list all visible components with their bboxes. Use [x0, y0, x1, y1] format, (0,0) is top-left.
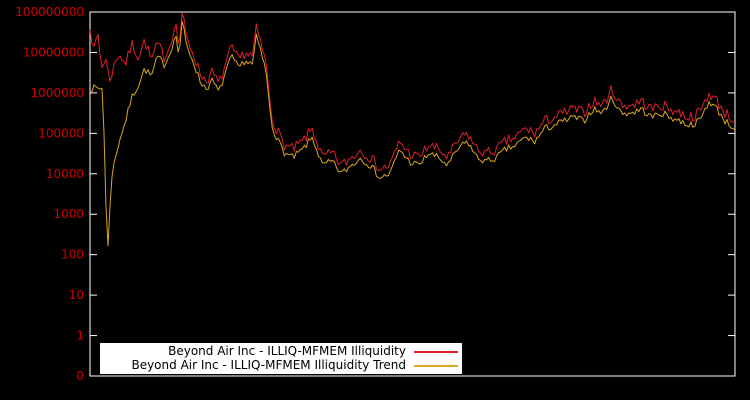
legend-label-illiquidity: Beyond Air Inc - ILLIQ-MFMEM Illiquidity — [168, 344, 406, 358]
y-tick-label: 10000 — [46, 167, 84, 181]
plot-border — [89, 11, 736, 377]
legend-entry-illiquidity-trend: Beyond Air Inc - ILLIQ-MFMEM Illiquidity… — [104, 359, 458, 372]
legend-line-sample-illiquidity — [414, 350, 458, 353]
illiquidity-trend-line — [89, 20, 736, 247]
y-tick-label: 100 — [61, 248, 84, 262]
legend-label-illiquidity-trend: Beyond Air Inc - ILLIQ-MFMEM Illiquidity… — [131, 358, 406, 372]
y-tick-label: 1000 — [53, 207, 84, 221]
illiquidity-line — [89, 12, 736, 172]
chart-legend: Beyond Air Inc - ILLIQ-MFMEM Illiquidity… — [100, 343, 462, 374]
y-tick-label: 100000000 — [15, 5, 84, 19]
y-tick-label: 10 — [69, 288, 84, 302]
y-tick-label: 10000000 — [23, 45, 84, 59]
legend-line-sample-illiquidity-trend — [414, 364, 458, 367]
y-tick-label: 1000000 — [31, 86, 84, 100]
y-tick-label: 100000 — [38, 126, 84, 140]
legend-entry-illiquidity: Beyond Air Inc - ILLIQ-MFMEM Illiquidity — [104, 345, 458, 358]
y-tick-label: 1 — [76, 329, 84, 343]
y-tick-label: 0 — [76, 369, 84, 383]
